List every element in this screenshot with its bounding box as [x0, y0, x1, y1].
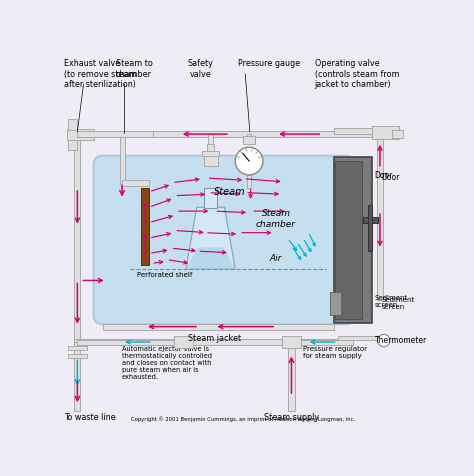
Text: Door: Door: [382, 173, 400, 182]
Bar: [77, 131, 153, 137]
Text: Thermometer: Thermometer: [374, 336, 427, 345]
Bar: [204, 156, 218, 166]
Bar: [74, 342, 81, 411]
Text: Door: Door: [374, 171, 393, 180]
Bar: [247, 175, 251, 188]
Bar: [337, 336, 380, 340]
Bar: [103, 324, 334, 330]
Text: Sediment
screen: Sediment screen: [382, 297, 415, 310]
Text: Sediment
screen: Sediment screen: [374, 295, 408, 307]
Bar: [204, 188, 217, 208]
Bar: [68, 346, 87, 350]
Polygon shape: [186, 248, 235, 269]
Text: Steam
chamber: Steam chamber: [256, 209, 296, 228]
Bar: [120, 134, 125, 184]
Circle shape: [378, 334, 390, 347]
Text: Copyright © 2001 Benjamin Cummings, an imprint of Addison Wesley Longman, Inc.: Copyright © 2001 Benjamin Cummings, an i…: [131, 416, 355, 422]
Bar: [141, 188, 149, 265]
Bar: [292, 339, 353, 345]
Text: Steam supply: Steam supply: [264, 413, 319, 422]
Bar: [334, 157, 372, 323]
Text: To waste line: To waste line: [64, 413, 116, 422]
Text: Exhaust valve
(to remove steam
after sterilization): Exhaust valve (to remove steam after ste…: [64, 60, 137, 89]
Text: Steam jacket: Steam jacket: [188, 334, 241, 343]
Bar: [247, 134, 251, 142]
FancyBboxPatch shape: [93, 156, 355, 324]
Bar: [372, 126, 399, 139]
Bar: [74, 134, 81, 357]
Bar: [368, 205, 372, 251]
Bar: [334, 128, 380, 134]
Text: Operating valve
(controls steam from
jacket to chamber): Operating valve (controls steam from jac…: [315, 60, 399, 89]
Bar: [68, 354, 87, 358]
Bar: [392, 130, 403, 138]
Bar: [207, 144, 214, 157]
Bar: [74, 131, 392, 137]
Bar: [208, 134, 213, 165]
Bar: [77, 340, 183, 345]
Bar: [292, 340, 353, 345]
Bar: [66, 129, 93, 139]
Bar: [74, 339, 322, 345]
Bar: [202, 151, 219, 157]
Text: Pressure regulator
for steam supply: Pressure regulator for steam supply: [303, 346, 367, 359]
Text: Air: Air: [270, 254, 282, 263]
Text: Safety
valve: Safety valve: [188, 60, 213, 79]
Bar: [377, 134, 383, 300]
Text: Steam to
chamber: Steam to chamber: [116, 60, 153, 79]
Circle shape: [235, 147, 263, 175]
Bar: [122, 180, 149, 186]
Bar: [68, 139, 77, 150]
Text: Steam: Steam: [214, 187, 246, 197]
Text: Pressure gauge: Pressure gauge: [237, 60, 300, 69]
Text: Perforated shelf: Perforated shelf: [137, 272, 193, 278]
Bar: [330, 292, 341, 315]
Bar: [243, 137, 255, 144]
Polygon shape: [186, 207, 235, 269]
Bar: [174, 336, 193, 348]
Bar: [335, 161, 362, 319]
Bar: [363, 217, 378, 223]
Bar: [282, 336, 301, 348]
Bar: [288, 342, 294, 411]
Bar: [68, 119, 77, 129]
Text: Automatic ejector valve is
thermostatically controlled
and closes on contact wit: Automatic ejector valve is thermostatica…: [122, 346, 212, 380]
